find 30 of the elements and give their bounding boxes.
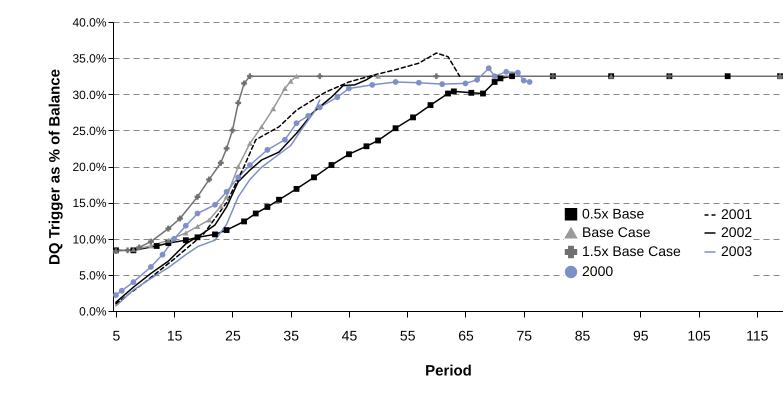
legend-label: 2003 — [721, 243, 752, 259]
legend-label: 0.5x Base — [582, 205, 644, 222]
legend-label: 2002 — [721, 224, 752, 240]
x-tick-label: 45 — [342, 328, 358, 344]
y-tick-label: 20.0% — [72, 160, 107, 174]
y-tick-label: 25.0% — [72, 124, 107, 138]
x-tick-label: 15 — [166, 328, 183, 344]
legend-label: 1.5x Base Case — [582, 243, 682, 259]
y-tick-label: 10.0% — [72, 232, 107, 246]
y-tick-label: 40.0% — [72, 16, 107, 30]
x-tick-label: 75 — [516, 328, 532, 344]
x-axis-title: Period — [425, 362, 472, 380]
y-tick-label: 15.0% — [72, 196, 107, 210]
x-tick-label: 115 — [746, 328, 769, 344]
x-tick-label: 65 — [458, 328, 474, 344]
y-axis-title: DQ Trigger as % of Balance — [46, 69, 64, 265]
x-tick-label: 95 — [632, 328, 649, 344]
legend-label: Base Case — [582, 224, 651, 240]
x-tick-label: 5 — [112, 328, 121, 344]
x-tick-label: 85 — [574, 328, 590, 344]
y-tick-label: 35.0% — [72, 52, 107, 66]
y-tick-label: 5.0% — [79, 268, 107, 282]
x-tick-label: 25 — [225, 328, 241, 344]
x-tick-label: 105 — [687, 328, 711, 344]
x-tick-label: 35 — [283, 328, 300, 344]
y-tick-label: 0.0% — [79, 304, 107, 318]
legend-label: 2001 — [721, 206, 752, 222]
y-tick-label: 30.0% — [72, 88, 107, 102]
x-tick-label: 55 — [400, 328, 416, 344]
legend-label: 2000 — [582, 263, 614, 279]
